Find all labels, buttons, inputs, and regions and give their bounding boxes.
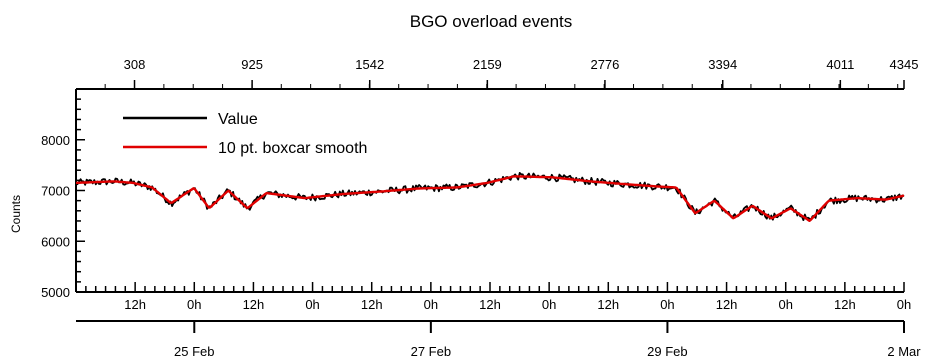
y-tick-label: 7000 [41,184,70,199]
series-smooth-line [75,175,905,223]
date-tick-label: 25 Feb [174,344,214,359]
top-tick-label: 4345 [890,57,919,72]
top-tick-label: 2776 [590,57,619,72]
x-hour-tick-label: 0h [660,297,674,312]
x-hour-tick-label: 12h [243,297,265,312]
legend-label: Value [218,111,258,128]
axes: 5000 6000 7000 8000 308 925 1542 2159 2776 3394 40… [41,57,921,359]
x-hour-tick-label: 12h [597,297,619,312]
top-tick-label: 925 [241,57,263,72]
x-hour-tick-label: 0h [778,297,792,312]
top-tick-label: 308 [124,57,146,72]
legend-label: 10 pt. boxcar smooth [218,140,367,157]
chart-title: BGO overload events [410,12,573,31]
legend: Value 10 pt. boxcar smooth [123,111,367,157]
top-tick-label: 3394 [708,57,737,72]
date-tick-label: 27 Feb [411,344,451,359]
x-hour-tick-label: 0h [187,297,201,312]
x-hour-tick-label: 12h [124,297,146,312]
top-tick-label: 2159 [473,57,502,72]
x-hour-tick-label: 12h [834,297,856,312]
x-hour-tick-label: 0h [897,297,911,312]
top-tick-label: 1542 [355,57,384,72]
date-tick-label: 29 Feb [647,344,687,359]
x-hour-tick-label: 0h [305,297,319,312]
y-tick-label: 5000 [41,285,70,300]
x-hour-tick-label: 12h [361,297,383,312]
x-hour-tick-label: 0h [424,297,438,312]
y-axis-label: Counts [9,195,23,233]
series-layer [75,171,905,223]
date-tick-label: 2 Mar [887,344,921,359]
x-hour-tick-label: 0h [542,297,556,312]
x-hour-tick-label: 12h [479,297,501,312]
y-tick-label: 6000 [41,234,70,249]
top-tick-label: 4011 [826,57,854,72]
y-tick-label: 8000 [41,133,70,148]
x-hour-tick-label: 12h [716,297,738,312]
